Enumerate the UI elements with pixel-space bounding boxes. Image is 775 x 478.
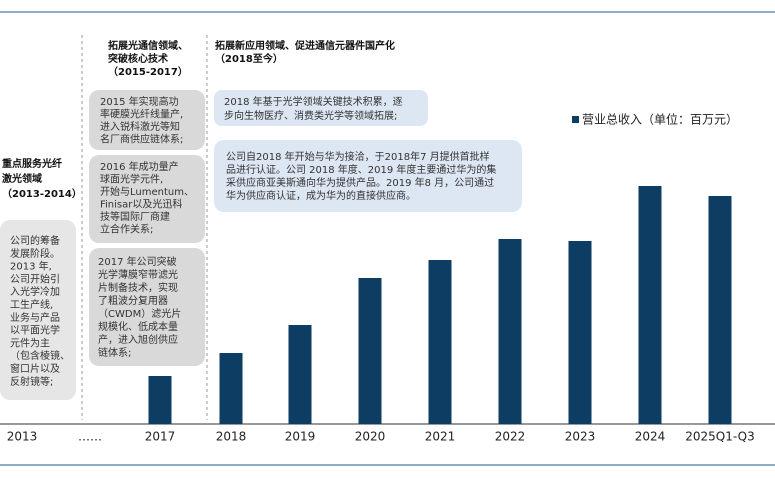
- annotation: 立合作关系;: [100, 223, 153, 236]
- annotation: 2016 年成功量产: [100, 160, 179, 173]
- annotation: 工生产线,: [10, 298, 53, 311]
- annotation: 业务与产品: [10, 311, 60, 324]
- bar: [708, 196, 732, 424]
- annotation: 公司开始引: [10, 272, 60, 285]
- annotation: 发展阶段。: [10, 247, 60, 260]
- annotation: 入光学冷加: [10, 285, 60, 298]
- annotation: 名厂商供应链体系;: [100, 133, 183, 146]
- bar: [568, 241, 592, 424]
- bar: [358, 278, 382, 424]
- x-tick-label: 2021: [425, 430, 456, 444]
- annotation: 以平面光学: [10, 324, 60, 337]
- annotation: （包含棱镜、: [10, 349, 70, 362]
- annotation: 反射镜等;: [10, 375, 53, 388]
- annotation: （2018至今）: [215, 52, 283, 65]
- x-tick-label: 2019: [285, 430, 316, 444]
- bar: [219, 353, 243, 424]
- annotation: 元件为主: [10, 337, 50, 349]
- annotation: 窗口片以及: [10, 362, 60, 375]
- annotation: 2018 年基于光学领域关键技术积累，逐: [224, 95, 403, 108]
- annotation: 2017 年公司突破: [98, 255, 177, 268]
- annotation: 率硬膜光纤线量产,: [100, 108, 183, 121]
- annotation: 步向生物医疗、消费类光学等领域拓展;: [224, 109, 397, 122]
- annotation: 2015 年实现高功: [100, 95, 179, 108]
- x-tick-label: 2025Q1-Q3: [685, 430, 754, 444]
- x-tick-label: 2017: [145, 430, 176, 444]
- annotation: 球面光学元件,: [100, 173, 163, 186]
- x-tick-label: ……: [78, 430, 102, 444]
- annotation: 光学薄膜窄带滤光: [98, 268, 178, 281]
- annotation: 了粗波分复用器: [98, 294, 168, 307]
- annotation: 技等国际厂商建: [100, 210, 170, 223]
- x-tick-label: 2018: [216, 430, 247, 444]
- annotation: 进入锐科激光等知: [100, 120, 180, 133]
- annotation: 公司的筹备: [10, 234, 60, 247]
- x-tick-label: 2020: [355, 430, 386, 444]
- x-tick-label: 2022: [495, 430, 526, 444]
- x-tick-label: 2023: [565, 430, 596, 444]
- x-tick-label: 2024: [635, 430, 666, 444]
- note-box: [214, 90, 428, 126]
- annotation: 拓展新应用领域、促进通信元器件国产化: [215, 39, 395, 52]
- annotation: 品进行认证。公司 2018 年度、2019 年度主要通过华为的集: [226, 163, 496, 176]
- annotation: 华为供应商认证，成为华为的直接供应商。: [226, 189, 416, 202]
- note-box: [0, 220, 76, 400]
- bar: [288, 325, 312, 424]
- bar: [498, 239, 522, 424]
- annotation: （2013-2014）: [2, 187, 82, 200]
- annotation: 突破核心技术: [108, 52, 168, 65]
- annotation: 开始与Lumentum、: [100, 185, 194, 198]
- bar: [638, 186, 662, 424]
- annotation: （CWDM）滤光片: [98, 307, 181, 320]
- note-box: [89, 155, 205, 243]
- bar: [148, 376, 172, 424]
- annotation: 采供应商亚美斯通向华为提供产品。2019 年8 月，公司通过: [226, 176, 494, 189]
- annotation: Finisar以及光迅科: [100, 198, 182, 211]
- annotation: 公司自2018 年开始与华为接洽，于2018年7 月提供首批样: [226, 150, 490, 163]
- annotation: 规模化、低成本量: [98, 320, 178, 333]
- annotation: （2015-2017）: [108, 65, 188, 78]
- note-box: [214, 140, 522, 212]
- note-box: [89, 90, 205, 150]
- legend-label: 营业总收入（单位：百万元）: [582, 112, 738, 127]
- annotation: 产，进入旭创供应: [98, 333, 178, 346]
- annotation: 链体系;: [98, 346, 131, 359]
- annotation: 片制备技术，实现: [98, 281, 178, 294]
- bar: [428, 260, 452, 424]
- annotation: 重点服务光纤: [2, 157, 62, 170]
- x-tick-label: 2013: [7, 430, 38, 444]
- note-box: [89, 248, 205, 366]
- annotation: 激光领域: [2, 172, 42, 185]
- annotation: 拓展光通信领域、: [108, 39, 188, 52]
- annotation: 2013 年,: [10, 260, 52, 273]
- legend-swatch: [572, 116, 579, 123]
